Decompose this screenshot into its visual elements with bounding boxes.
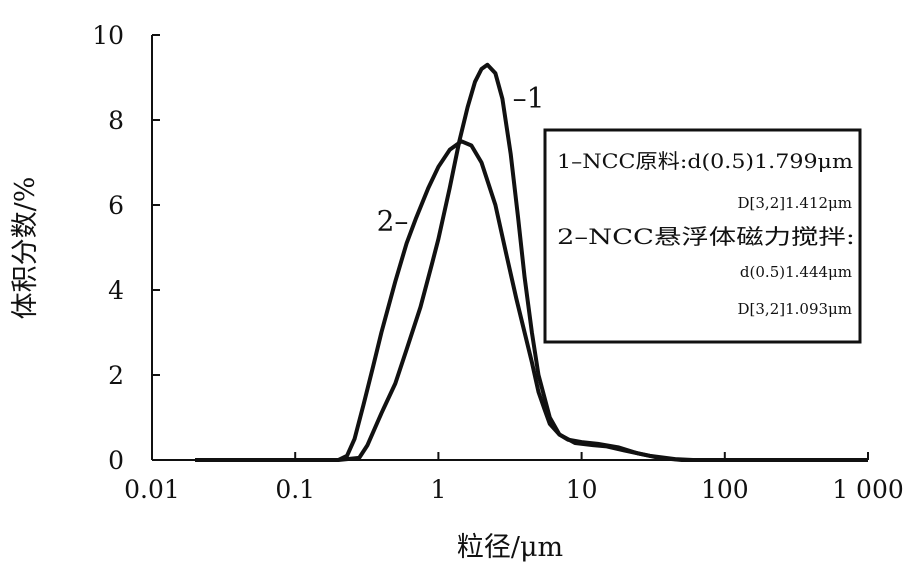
series-labels: –1 2– <box>377 81 545 237</box>
legend-line-3: 2–NCC悬浮体磁力搅拌: <box>557 225 855 249</box>
legend-box: 1–NCC原料:d(0.5)1.799μm D[3,2]1.412μm 2–NC… <box>543 128 862 344</box>
series-2-line <box>195 139 868 462</box>
legend-line-1: 1–NCC原料:d(0.5)1.799μm <box>557 149 853 173</box>
y-tick-labels: 0 2 4 6 8 10 <box>92 21 124 475</box>
x-tick-label: 1 <box>430 475 446 504</box>
legend-frame <box>543 128 862 344</box>
y-tick-label: 0 <box>108 446 124 475</box>
legend-line-2: D[3,2]1.412μm <box>738 194 853 212</box>
y-tick-label: 4 <box>108 276 124 305</box>
x-tick-label: 1 000 <box>832 475 904 504</box>
x-tick-label: 100 <box>701 475 749 504</box>
legend-line-5: D[3,2]1.093μm <box>738 300 853 318</box>
legend-line-4: d(0.5)1.444μm <box>740 263 852 281</box>
y-tick-label: 2 <box>108 361 124 390</box>
x-tick-label: 10 <box>566 475 598 504</box>
y-tick-label: 8 <box>108 106 124 135</box>
y-tick-label: 6 <box>108 191 124 220</box>
x-tick-label: 0.1 <box>275 475 315 504</box>
series-layer <box>195 62 868 462</box>
x-tick-label: 0.01 <box>124 475 180 504</box>
x-axis-label: 粒径/μm <box>457 532 563 563</box>
series-2-label: 2– <box>377 205 409 238</box>
y-axis-label: 体积分数/% <box>10 177 41 320</box>
y-tick-label: 10 <box>92 21 124 50</box>
x-tick-labels: 0.01 0.1 1 10 100 1 000 <box>124 475 904 504</box>
series-1-label: –1 <box>513 81 545 114</box>
